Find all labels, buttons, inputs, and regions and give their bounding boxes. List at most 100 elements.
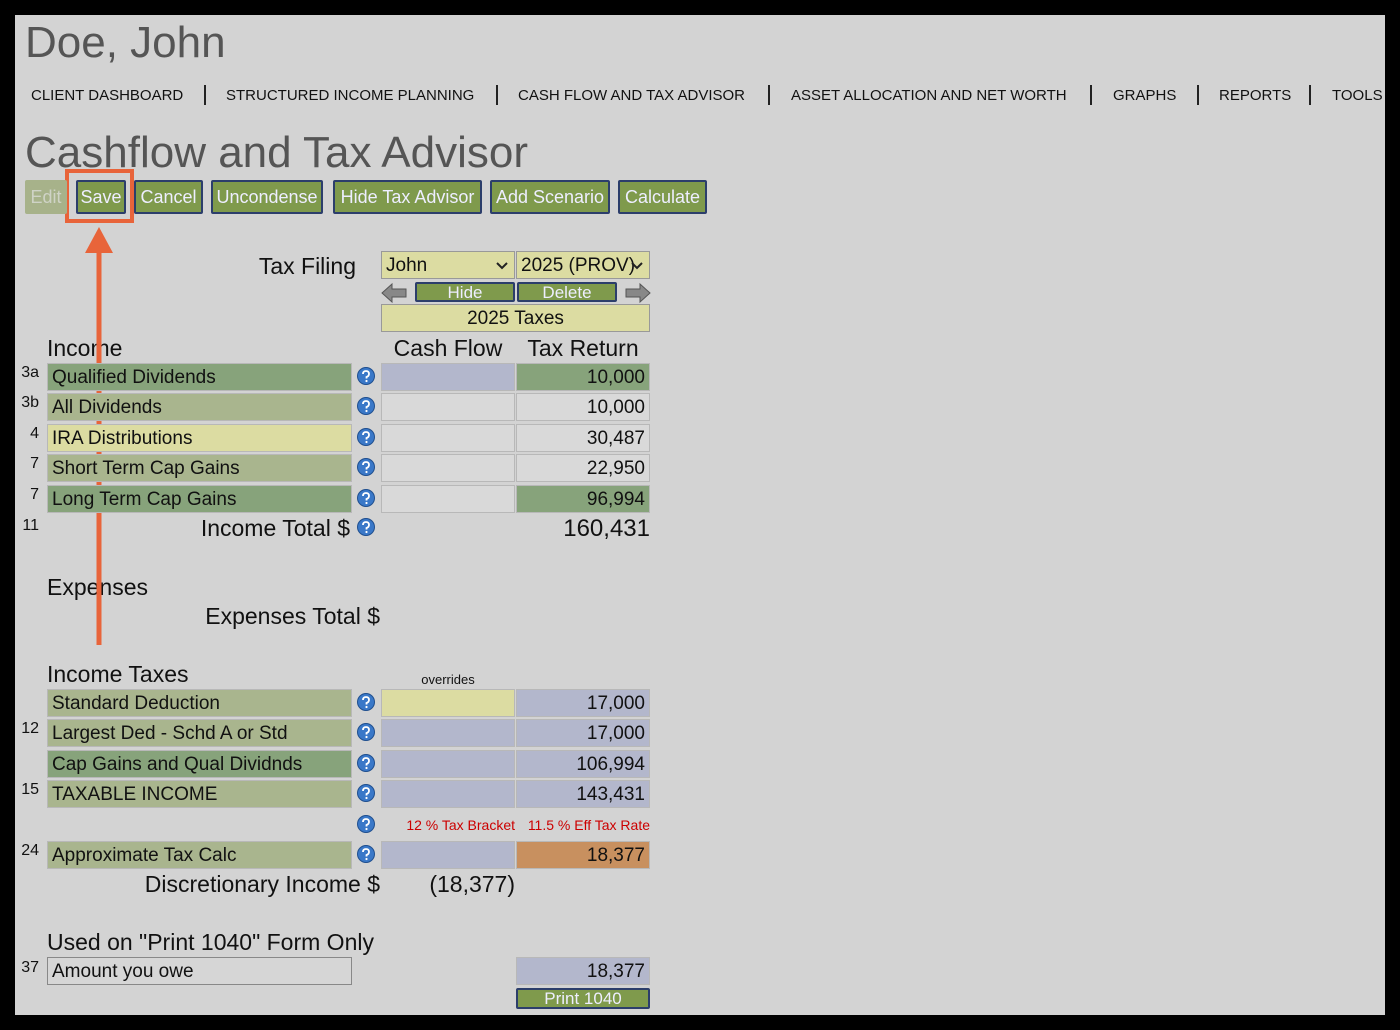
help-icon[interactable] bbox=[357, 397, 375, 416]
help-icon[interactable] bbox=[357, 753, 375, 772]
dropdown-icon bbox=[496, 262, 508, 270]
toolbar-button[interactable]: Edit bbox=[25, 180, 67, 214]
tax-return-cell: 17,000 bbox=[516, 689, 650, 717]
help-icon[interactable] bbox=[357, 427, 375, 446]
dropdown-icon bbox=[631, 262, 643, 270]
cash-flow-cell[interactable] bbox=[381, 454, 515, 483]
income-total: 160,431 bbox=[563, 515, 650, 542]
nav-link[interactable]: STRUCTURED INCOME PLANNING bbox=[226, 87, 475, 104]
nav-separator bbox=[1309, 85, 1311, 105]
section-title: Used on "Print 1040" Form Only bbox=[47, 929, 374, 955]
row-label: Cap Gains and Qual Dividnds bbox=[47, 749, 352, 778]
nav-separator bbox=[1090, 85, 1092, 105]
row-label: Standard Deduction bbox=[47, 689, 352, 717]
help-icon[interactable] bbox=[357, 784, 375, 803]
tax-return-cell: 143,431 bbox=[516, 780, 650, 809]
toolbar-button[interactable]: Calculate bbox=[618, 180, 707, 214]
row-label: TAXABLE INCOME bbox=[47, 780, 352, 809]
override-cell[interactable] bbox=[381, 689, 515, 717]
section-title: Expenses bbox=[47, 574, 149, 600]
nav-separator bbox=[496, 85, 498, 105]
line-number: 11 bbox=[22, 517, 39, 534]
person-value: John bbox=[386, 255, 428, 276]
section-title: Income Taxes bbox=[47, 661, 189, 687]
tax-return-cell: 30,487 bbox=[516, 423, 650, 452]
nav-separator bbox=[1197, 85, 1199, 105]
cash-flow-cell[interactable] bbox=[381, 423, 515, 452]
toolbar-button[interactable]: Hide Tax Advisor bbox=[333, 180, 482, 214]
arrow-head bbox=[85, 227, 113, 253]
eff-tax-rate: 11.5 % Eff Tax Rate bbox=[527, 817, 650, 833]
line-number: 12 bbox=[21, 720, 39, 738]
amount-owed: 18,377 bbox=[516, 957, 650, 985]
nav-link[interactable]: REPORTS bbox=[1219, 87, 1292, 104]
delete-button[interactable]: Delete bbox=[517, 282, 617, 302]
expenses-total-label: Expenses Total $ bbox=[205, 603, 380, 629]
cash-flow-cell[interactable] bbox=[381, 363, 515, 391]
discretionary-value: (18,377) bbox=[429, 871, 515, 897]
tax-bracket: 12 % Tax Bracket bbox=[406, 817, 515, 833]
income-total-label: Income Total $ bbox=[200, 515, 350, 541]
tax-return-cell: 17,000 bbox=[516, 719, 650, 748]
row-label: Short Term Cap Gains bbox=[47, 454, 352, 483]
year-value: 2025 (PROV) bbox=[521, 255, 636, 276]
line-number: 37 bbox=[21, 959, 39, 976]
client-name: Doe, John bbox=[25, 18, 226, 67]
tax-return-cell: 22,950 bbox=[516, 454, 650, 483]
row-label: Qualified Dividends bbox=[47, 363, 352, 391]
cash-flow-cell[interactable] bbox=[381, 484, 515, 513]
nav-link[interactable]: ASSET ALLOCATION AND NET WORTH bbox=[791, 87, 1067, 104]
year-select[interactable]: 2025 (PROV) bbox=[516, 251, 650, 279]
print-button[interactable]: Print 1040 bbox=[516, 988, 650, 1009]
toolbar-button[interactable]: Cancel bbox=[134, 180, 203, 214]
next-arrow[interactable] bbox=[625, 282, 651, 304]
tax-return-cell: 96,994 bbox=[516, 484, 650, 513]
tax-calc-cell: 18,377 bbox=[516, 841, 650, 869]
line-number: 3b bbox=[21, 394, 39, 412]
nav-link[interactable]: GRAPHS bbox=[1113, 87, 1177, 104]
tax-return-cell: 10,000 bbox=[516, 393, 650, 422]
taxes-header: 2025 Taxes bbox=[381, 304, 650, 332]
tax-return-cell: 10,000 bbox=[516, 363, 650, 391]
prev-arrow[interactable] bbox=[381, 282, 407, 304]
nav-link[interactable]: CLIENT DASHBOARD bbox=[31, 87, 184, 104]
nav-separator bbox=[204, 85, 206, 105]
help-icon[interactable] bbox=[357, 518, 375, 536]
help-icon[interactable] bbox=[357, 367, 375, 385]
page-title: Cashflow and Tax Advisor bbox=[25, 128, 529, 177]
line-number: 15 bbox=[21, 781, 39, 799]
row-label: Largest Ded - Schd A or Std bbox=[47, 719, 352, 748]
row-label: Approximate Tax Calc bbox=[47, 841, 352, 869]
line-number: 7 bbox=[30, 455, 39, 473]
help-icon[interactable] bbox=[357, 693, 375, 711]
tax-filing-label: Tax Filing bbox=[258, 253, 356, 279]
override-cell[interactable] bbox=[381, 719, 515, 748]
help-icon[interactable] bbox=[357, 488, 375, 507]
line-number: 3a bbox=[21, 364, 39, 381]
help-icon[interactable] bbox=[357, 845, 375, 863]
nav-separator bbox=[768, 85, 770, 105]
toolbar-button[interactable]: Add Scenario bbox=[490, 180, 610, 214]
column-header: Tax Return bbox=[527, 335, 639, 361]
row-label: Amount you owe bbox=[47, 957, 352, 985]
help-icon[interactable] bbox=[357, 458, 375, 477]
line-number: 4 bbox=[30, 424, 39, 442]
line-number: 7 bbox=[30, 485, 39, 503]
screen: Doe, John Cashflow and Tax Advisor Tax F… bbox=[15, 15, 1385, 1015]
nav-link[interactable]: CASH FLOW AND TAX ADVISOR bbox=[518, 87, 745, 104]
row-label: All Dividends bbox=[47, 393, 352, 422]
nav-link[interactable]: TOOLS bbox=[1332, 87, 1383, 104]
toolbar-button[interactable]: Uncondense bbox=[211, 180, 323, 214]
person-select[interactable]: John bbox=[381, 251, 515, 279]
toolbar-button[interactable]: Save bbox=[76, 180, 126, 214]
help-icon[interactable] bbox=[357, 815, 375, 833]
cash-flow-cell[interactable] bbox=[381, 393, 515, 422]
discretionary-label: Discretionary Income $ bbox=[144, 871, 380, 897]
hide-button[interactable]: Hide bbox=[415, 282, 515, 302]
column-header: Cash Flow bbox=[393, 335, 503, 361]
override-cell[interactable] bbox=[381, 841, 515, 869]
override-cell[interactable] bbox=[381, 749, 515, 778]
override-cell[interactable] bbox=[381, 780, 515, 809]
row-label: Long Term Cap Gains bbox=[47, 484, 352, 513]
help-icon[interactable] bbox=[357, 723, 375, 742]
